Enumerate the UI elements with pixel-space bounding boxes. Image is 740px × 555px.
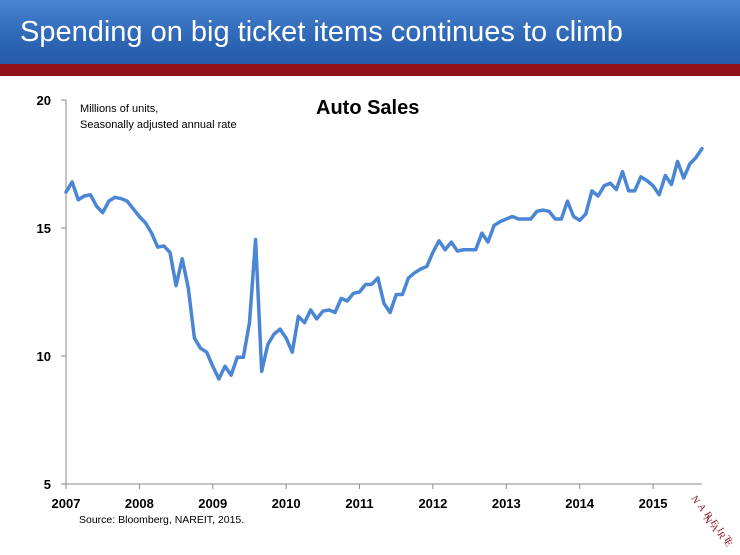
logo-letter: N [700,514,713,526]
logo-letter: T [721,534,734,545]
logo-letter: E [708,518,721,529]
logo-letter: E [721,538,734,549]
accent-bar [0,64,740,76]
unit-note-line-2: Seasonally adjusted annual rate [80,119,237,131]
x-tick-label: 2007 [52,496,81,511]
x-tick-label: 2014 [565,496,595,511]
page-title: Spending on big ticket items continues t… [20,16,623,48]
y-tick-label: 5 [44,477,51,492]
logo-letter: R [701,510,714,522]
logo-letter: I [714,526,725,534]
unit-note-line-1: Millions of units, [80,103,159,115]
x-tick-label: 2010 [272,496,301,511]
series-line [64,146,704,381]
logo-letter: N [688,494,701,506]
y-tick-label: 20 [37,93,51,108]
unit-note: Millions of units, Seasonally adjusted a… [80,101,237,133]
title-bar: Spending on big ticket items continues t… [0,0,740,64]
x-tick-label: 2008 [125,496,154,511]
x-tick-label: 2011 [345,496,373,511]
source-note: Source: Bloomberg, NAREIT, 2015. [79,514,245,526]
x-tick-label: 2013 [492,496,521,511]
y-tick-label: 10 [37,349,51,364]
chart-title: Auto Sales [316,97,420,119]
x-tick-label: 2012 [418,496,447,511]
x-tick-label: 2015 [639,496,668,511]
logo-letter: R [714,530,727,542]
y-tick-label: 15 [37,221,51,236]
x-tick-label: 2009 [198,496,227,511]
